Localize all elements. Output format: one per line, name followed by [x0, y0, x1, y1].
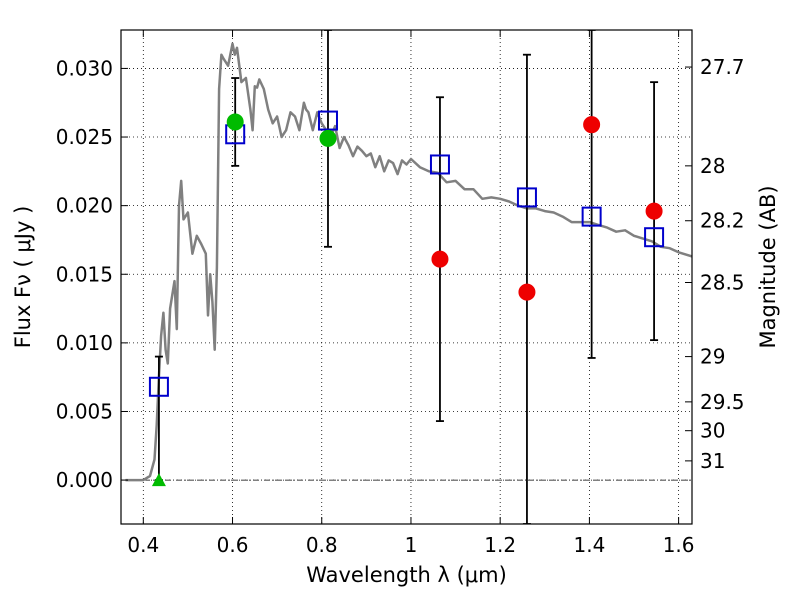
mag-tick-label: 28.5: [700, 270, 745, 294]
y2-axis-label: Magnitude (AB): [756, 185, 780, 348]
y-axis-label: Flux Fν ( μJy ): [11, 206, 35, 349]
model-photometry-point: [644, 227, 665, 248]
x-tick-label: 0.4: [127, 533, 159, 557]
mag-tick-label: 29.5: [700, 390, 745, 414]
x-tick-label: 1.6: [663, 533, 695, 557]
y-tick-label: 0.010: [56, 331, 113, 355]
x-tick-label: 0.6: [217, 533, 249, 557]
plot-frame: [120, 29, 693, 525]
observed-point: [583, 116, 601, 134]
y-tick-label: 0.005: [56, 399, 113, 423]
model-photometry-point: [516, 187, 537, 208]
x-tick-label: 1.2: [484, 533, 516, 557]
observed-point: [645, 202, 663, 220]
plot-area: [121, 30, 692, 524]
y-tick-label: 0.030: [56, 56, 113, 80]
observed-point: [518, 283, 536, 301]
mag-tick-label: 29: [700, 345, 725, 369]
mag-tick-label: 27.7: [700, 55, 745, 79]
mag-tick-label: 28: [700, 154, 725, 178]
mag-tick-label: 30: [700, 419, 725, 443]
model-photometry-point: [148, 376, 169, 397]
axis-ticks: 0.4 0.6 0.8 1 1.2 1.4 1.6 0.000 0.005 0.010 0.015 0…: [56, 30, 745, 557]
detection-point: [226, 113, 244, 131]
y-tick-label: 0.025: [56, 125, 113, 149]
model-spectrum-line: [125, 42, 692, 482]
detection-point: [319, 129, 337, 147]
mag-tick-label: 31: [700, 449, 725, 473]
x-tick-label: 1: [405, 533, 418, 557]
x-tick-label: 0.8: [306, 533, 338, 557]
mag-tick-label: 28.2: [700, 209, 745, 233]
y-tick-label: 0.000: [56, 468, 113, 492]
model-photometry-point: [581, 206, 602, 227]
x-tick-label: 1.4: [573, 533, 605, 557]
observed-point: [431, 250, 449, 268]
model-photometry-point: [429, 154, 450, 175]
model-photometry-point: [317, 110, 338, 131]
x-axis-label: Wavelength λ (μm): [306, 563, 507, 587]
y-tick-label: 0.015: [56, 262, 113, 286]
upper-limit-marker: [151, 473, 166, 487]
y-tick-label: 0.020: [56, 194, 113, 218]
